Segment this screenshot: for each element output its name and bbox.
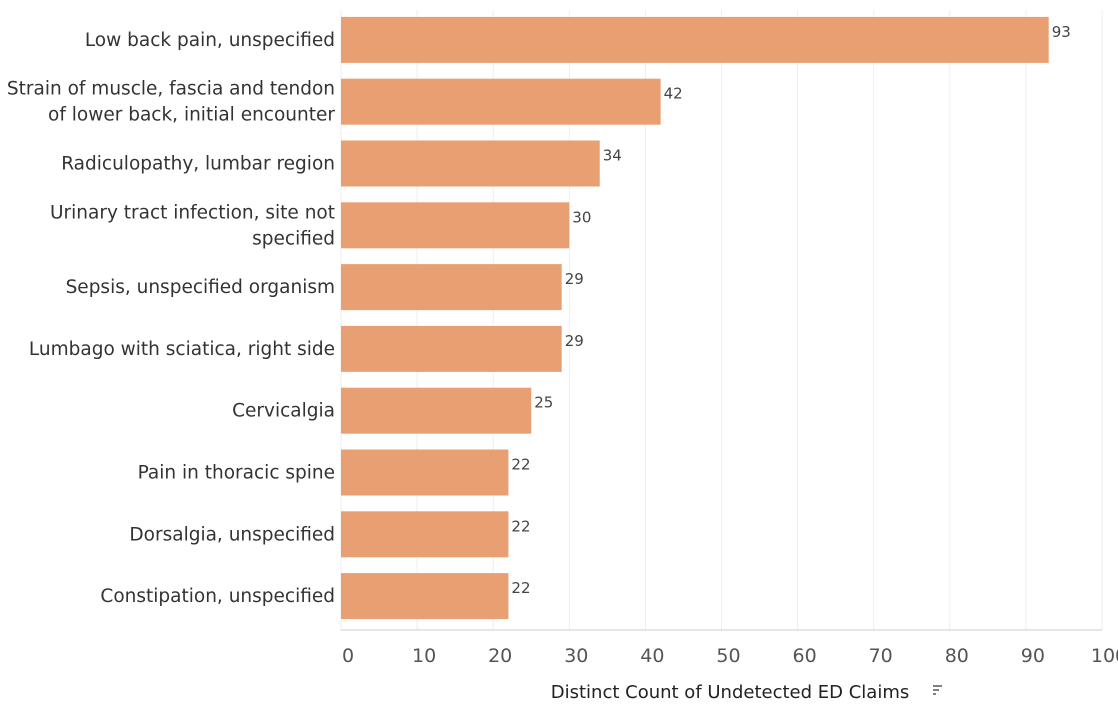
value-label: 22 <box>511 517 530 535</box>
bar[interactable] <box>341 511 509 558</box>
category-label: Sepsis, unspecified organism <box>66 277 335 298</box>
x-tick-label: 90 <box>1021 645 1045 667</box>
bar[interactable] <box>341 264 562 311</box>
category-label: Radiculopathy, lumbar region <box>61 154 335 175</box>
bar[interactable] <box>341 387 532 434</box>
value-label: 29 <box>565 332 584 350</box>
value-label: 29 <box>565 270 584 288</box>
x-tick-label: 0 <box>342 645 354 667</box>
bar[interactable] <box>341 78 661 125</box>
value-labels: 93 42 34 30 29 29 25 22 22 22 <box>511 23 1070 597</box>
x-tick-label: 60 <box>793 645 817 667</box>
category-label: Cervicalgia <box>232 401 335 422</box>
value-label: 34 <box>603 147 622 165</box>
bar[interactable] <box>341 325 562 372</box>
sort-icon[interactable] <box>933 685 942 695</box>
x-tick-label: 50 <box>716 645 740 667</box>
category-label: Dorsalgia, unspecified <box>129 524 335 545</box>
value-label: 22 <box>511 456 530 474</box>
x-tick-label: 80 <box>945 645 969 667</box>
category-label: Pain in thoracic spine <box>138 463 335 484</box>
category-label: Strain of muscle, fascia and tendon <box>7 79 335 100</box>
x-tick-label: 40 <box>640 645 664 667</box>
bar[interactable] <box>341 140 600 187</box>
x-tick-label: 10 <box>412 645 436 667</box>
x-tick-label: 100 <box>1091 645 1118 667</box>
x-tick-label: 20 <box>488 645 512 667</box>
x-tick-label: 30 <box>564 645 588 667</box>
value-label: 42 <box>664 85 683 103</box>
value-label: 93 <box>1052 23 1071 41</box>
value-label: 25 <box>534 394 553 412</box>
value-label: 22 <box>511 579 530 597</box>
category-label: Constipation, unspecified <box>100 586 335 607</box>
category-label: Lumbago with sciatica, right side <box>29 339 335 360</box>
bar[interactable] <box>341 573 509 620</box>
bars <box>341 16 1049 620</box>
x-axis-title: Distinct Count of Undetected ED Claims <box>551 682 910 703</box>
bar[interactable] <box>341 449 509 496</box>
category-labels: Low back pain, unspecified Strain of musc… <box>7 30 335 607</box>
bar[interactable] <box>341 16 1049 63</box>
category-label: Urinary tract infection, site not <box>50 202 335 223</box>
category-label: specified <box>252 228 335 249</box>
category-label: of lower back, initial encounter <box>48 105 335 126</box>
x-tick-label: 70 <box>869 645 893 667</box>
value-label: 30 <box>572 208 591 226</box>
x-axis-ticks: 0 10 20 30 40 50 60 70 80 90 100 <box>342 645 1118 667</box>
bar[interactable] <box>341 202 570 249</box>
category-label: Low back pain, unspecified <box>85 30 335 51</box>
